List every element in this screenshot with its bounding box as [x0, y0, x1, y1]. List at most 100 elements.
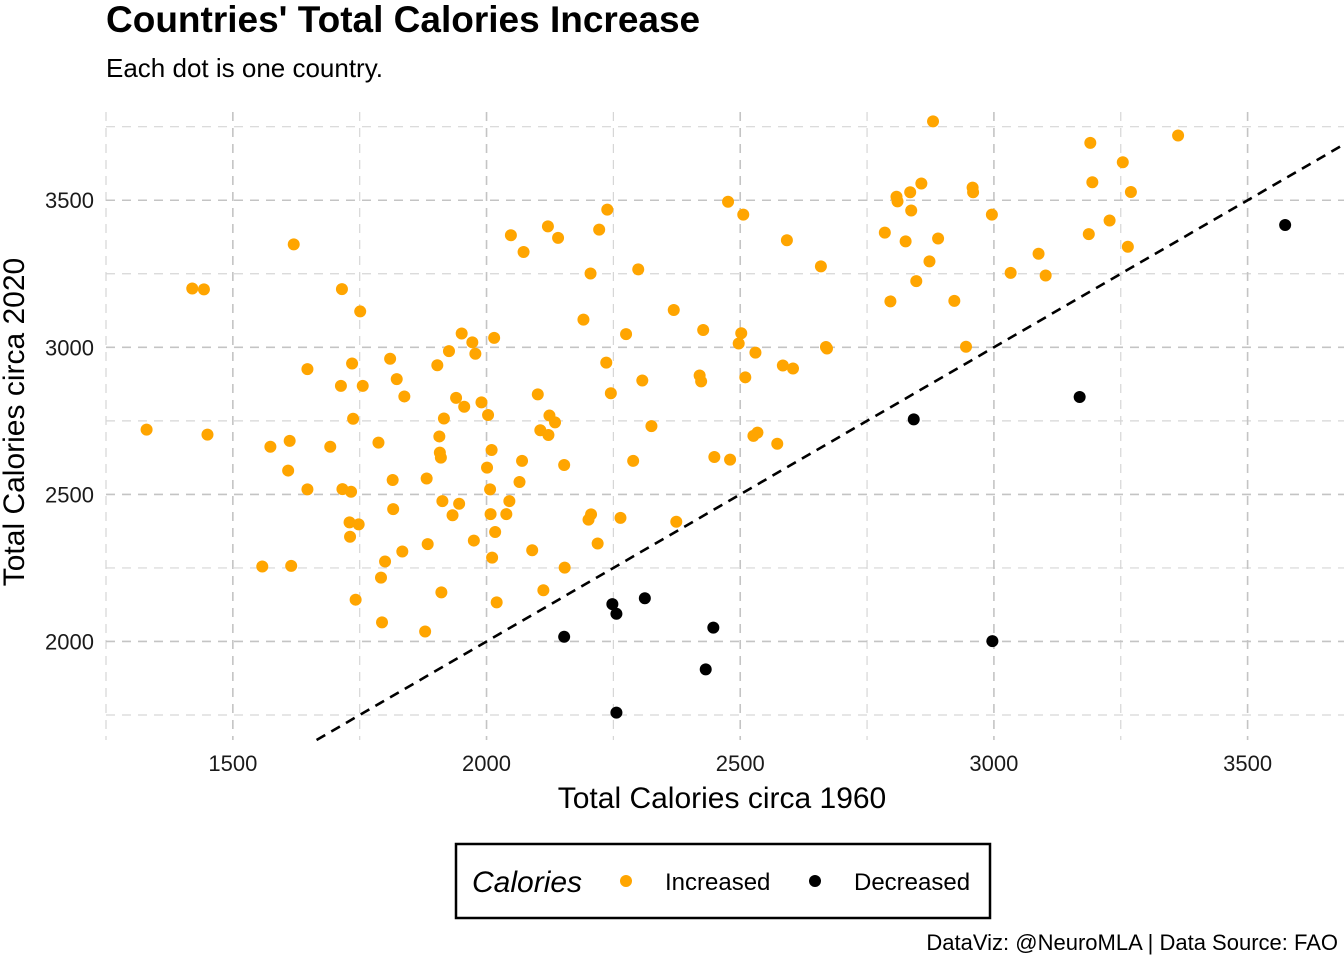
- data-point-increased: [737, 208, 750, 221]
- data-point-increased: [542, 428, 555, 441]
- data-point-increased: [345, 485, 358, 498]
- legend-key-increased: [620, 875, 632, 887]
- data-point-increased: [386, 473, 399, 486]
- data-point-increased: [627, 454, 640, 467]
- chart-title: Countries' Total Calories Increase: [106, 0, 700, 40]
- data-point-increased: [786, 362, 799, 375]
- data-point-increased: [878, 226, 891, 239]
- data-point-increased: [910, 275, 923, 288]
- data-point-increased: [1032, 247, 1045, 260]
- data-point-increased: [458, 400, 471, 413]
- data-point-increased: [960, 340, 973, 353]
- data-point-increased: [453, 497, 466, 510]
- data-point-increased: [1103, 214, 1116, 227]
- data-point-increased: [739, 371, 752, 384]
- data-point-increased: [1004, 266, 1017, 279]
- y-tick-label: 2000: [45, 629, 94, 654]
- data-point-increased: [632, 263, 645, 276]
- data-point-increased: [636, 374, 649, 387]
- data-point-increased: [537, 584, 550, 597]
- data-point-decreased: [610, 607, 623, 620]
- data-point-decreased: [638, 592, 651, 605]
- data-point-increased: [891, 195, 904, 208]
- data-point-increased: [558, 561, 571, 574]
- data-point-increased: [1086, 176, 1099, 189]
- data-point-increased: [558, 458, 571, 471]
- data-point-increased: [490, 596, 503, 609]
- data-point-increased: [814, 260, 827, 273]
- data-point-decreased: [606, 598, 619, 611]
- data-point-increased: [601, 203, 614, 216]
- chart-caption: DataViz: @NeuroMLA | Data Source: FAO: [926, 930, 1338, 955]
- x-tick-label: 3500: [1223, 751, 1272, 776]
- data-point-increased: [301, 363, 314, 376]
- data-point-increased: [504, 229, 517, 242]
- data-point-increased: [517, 246, 530, 259]
- data-point-increased: [481, 461, 494, 474]
- data-point-increased: [503, 495, 516, 508]
- data-point-increased: [1172, 129, 1185, 142]
- data-point-increased: [420, 472, 433, 485]
- data-point-increased: [1039, 269, 1052, 282]
- data-point-increased: [283, 434, 296, 447]
- data-point-decreased: [1073, 391, 1086, 404]
- legend-title: Calories: [472, 866, 582, 899]
- data-point-increased: [387, 503, 400, 516]
- data-point-increased: [905, 204, 918, 217]
- data-point-increased: [695, 375, 708, 388]
- y-tick-label: 3000: [45, 335, 94, 360]
- data-point-decreased: [558, 630, 571, 643]
- data-point-increased: [469, 347, 482, 360]
- data-point-increased: [398, 390, 411, 403]
- data-point-increased: [485, 443, 498, 456]
- data-point-increased: [455, 327, 468, 340]
- data-point-increased: [346, 357, 359, 370]
- data-point-increased: [927, 115, 940, 128]
- data-point-increased: [466, 336, 479, 349]
- data-point-increased: [948, 294, 961, 307]
- data-point-increased: [585, 508, 598, 521]
- data-point-increased: [437, 412, 450, 425]
- data-point-increased: [384, 352, 397, 365]
- data-point-increased: [751, 426, 764, 439]
- y-axis-title: Total Calories circa 2020: [0, 258, 31, 587]
- data-point-increased: [923, 255, 936, 268]
- legend: Calories Increased Decreased: [454, 842, 992, 920]
- data-point-increased: [732, 337, 745, 350]
- data-point-increased: [324, 440, 337, 453]
- legend-label-increased: Increased: [665, 869, 770, 896]
- data-point-increased: [374, 571, 387, 584]
- data-point-increased: [419, 625, 432, 638]
- data-point-increased: [620, 328, 633, 341]
- data-point-increased: [467, 534, 480, 547]
- data-point-increased: [301, 483, 314, 496]
- data-point-increased: [1121, 240, 1134, 253]
- x-tick-label: 2000: [462, 751, 511, 776]
- data-point-increased: [771, 437, 784, 450]
- data-point-increased: [264, 440, 277, 453]
- data-point-increased: [967, 186, 980, 199]
- data-point-increased: [516, 454, 529, 467]
- data-point-increased: [450, 391, 463, 404]
- data-point-increased: [352, 518, 365, 531]
- data-point-increased: [776, 359, 789, 372]
- data-point-increased: [884, 295, 897, 308]
- y-tick-label: 3500: [45, 188, 94, 213]
- data-point-increased: [436, 495, 449, 508]
- legend-key-decreased: [809, 875, 821, 887]
- legend-box: [454, 842, 992, 920]
- data-point-increased: [584, 267, 597, 280]
- data-point-increased: [670, 515, 683, 528]
- data-point-increased: [749, 346, 762, 359]
- data-point-increased: [899, 235, 912, 248]
- data-point-decreased: [707, 621, 720, 634]
- data-point-increased: [1124, 186, 1137, 199]
- data-point-increased: [708, 451, 721, 464]
- data-point-increased: [379, 555, 392, 568]
- data-point-increased: [433, 430, 446, 443]
- data-point-increased: [577, 313, 590, 326]
- data-point-increased: [287, 238, 300, 251]
- data-point-increased: [356, 379, 369, 392]
- reference-line-y-equals-x: [315, 143, 1344, 742]
